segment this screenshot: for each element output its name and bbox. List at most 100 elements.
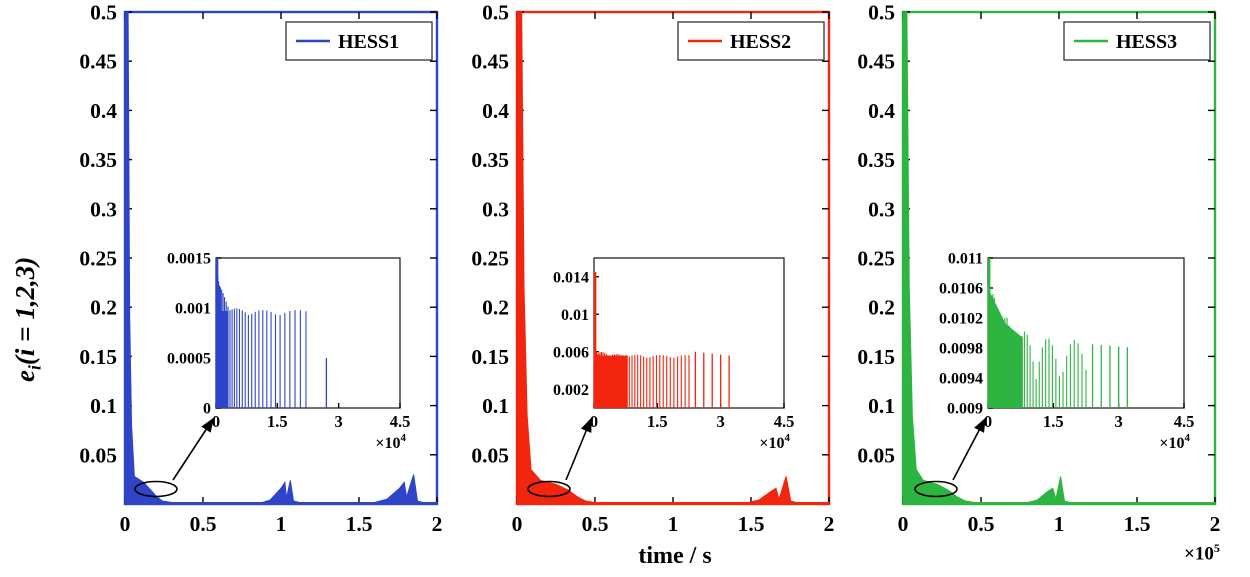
y-tick-label: 0.5: [482, 1, 509, 25]
inset-x-tick-label: 4.5: [774, 412, 795, 431]
y-tick-label: 0.05: [857, 443, 895, 467]
inset-x-tick-label: 3: [717, 412, 725, 431]
y-label-expression: (i = 1,2,3): [10, 256, 40, 366]
x-axis-label: time / s: [638, 543, 712, 569]
inset-y-tick-label: 0.0102: [939, 311, 983, 328]
inset-y-tick-label: 0.006: [553, 344, 589, 361]
zoom-ellipse: [527, 480, 571, 498]
inset-frame: [215, 257, 401, 409]
y-tick-label: 0.2: [868, 296, 895, 320]
x-tick-label: 0.5: [968, 512, 995, 536]
x-tick-label: 1.5: [346, 512, 373, 536]
x-tick-label: 0: [512, 512, 523, 536]
x-tick-label: 1.5: [1124, 512, 1151, 536]
inset-y-tick-label: 0.0106: [939, 281, 983, 298]
inset-y-tick-label: 0.0098: [939, 341, 983, 358]
legend-label: HESS3: [1116, 31, 1177, 53]
inset-y-tick-label: 0.0005: [167, 351, 211, 368]
y-tick-label: 0.45: [857, 50, 895, 74]
inset-y-tick-label: 0: [203, 401, 211, 418]
x-tick-label: 2: [432, 512, 443, 536]
y-tick-label: 0.35: [471, 148, 509, 172]
x-tick-label: 0: [898, 512, 909, 536]
inset-y-tick-label: 0.01: [561, 307, 589, 324]
zoom-arrow: [952, 417, 986, 481]
y-tick-label: 0.1: [482, 394, 509, 418]
x-tick-label: 2: [824, 512, 835, 536]
inset-series: [593, 272, 730, 408]
y-tick-label: 0.15: [857, 345, 895, 369]
inset-x-exponent: ×104: [1159, 432, 1190, 452]
x-tick-label: 1.5: [738, 512, 765, 536]
y-tick-label: 0.05: [79, 443, 117, 467]
zoom-ellipse: [914, 480, 958, 498]
y-tick-label: 0.15: [471, 345, 509, 369]
y-tick-label: 0.25: [79, 247, 117, 271]
y-tick-label: 0.3: [868, 197, 895, 221]
y-tick-label: 0.3: [90, 197, 117, 221]
y-axis-label: ei(i = 1,2,3): [10, 257, 45, 382]
x-exponent-base: ×10: [1184, 543, 1214, 565]
inset-y-tick-label: 0.014: [553, 269, 589, 286]
inset-y-tick-label: 0.001: [175, 301, 211, 318]
y-tick-label: 0.35: [79, 148, 117, 172]
subplot-hess1: 0.05 0.1 0.15 0.2 0.25 0.3 0.35 0.4 0.45 0.5 0 0.5 1…: [79, 1, 442, 536]
y-tick-label: 0.4: [90, 99, 117, 123]
y-tick-label: 0.2: [90, 296, 117, 320]
inset-series: [987, 258, 1129, 408]
inset-series: [215, 258, 328, 408]
zoom-ellipse: [134, 480, 178, 498]
y-label-subscript: i: [24, 365, 45, 371]
inset-x-exponent: ×104: [759, 432, 790, 452]
inset-x-tick-label: 1.5: [1043, 412, 1064, 431]
y-tick-label: 0.05: [471, 443, 509, 467]
y-tick-label: 0.1: [868, 394, 895, 418]
y-tick-label: 0.5: [90, 1, 117, 25]
inset-y-tick-label: 0.009: [947, 401, 983, 418]
y-tick-label: 0.4: [868, 99, 895, 123]
y-tick-label: 0.5: [868, 1, 895, 25]
subplot-hess2: 0.05 0.1 0.15 0.2 0.25 0.3 0.35 0.4 0.45 0.5 0 0.5 1…: [471, 1, 834, 536]
series-hess1: [124, 11, 438, 505]
inset-y-tick-label: 0.0015: [167, 251, 211, 268]
x-tick-label: 1: [668, 512, 679, 536]
zoom-arrow: [565, 417, 592, 481]
y-tick-label: 0.15: [79, 345, 117, 369]
inset-y-tick-label: 0.0094: [939, 371, 983, 388]
inset-x-tick-label: 4.5: [390, 412, 411, 431]
legend-box: [285, 21, 433, 61]
inset-x-tick-label: 3: [335, 412, 343, 431]
inset-y-tick-label: 0.002: [553, 382, 589, 399]
y-tick-label: 0.3: [482, 197, 509, 221]
x-exponent-power: 5: [1213, 541, 1220, 555]
inset-y-tick-label: 0.011: [948, 251, 983, 268]
inset-x-tick-label: 0: [984, 412, 992, 431]
x-tick-label: 1: [276, 512, 287, 536]
inset-x-tick-label: 1.5: [267, 412, 288, 431]
zoom-arrow: [172, 417, 214, 481]
y-tick-label: 0.25: [857, 247, 895, 271]
y-tick-label: 0.35: [857, 148, 895, 172]
inset-x-tick-label: 1.5: [647, 412, 668, 431]
y-tick-label: 0.25: [471, 247, 509, 271]
y-tick-label: 0.4: [482, 99, 509, 123]
x-tick-label: 0: [120, 512, 131, 536]
x-tick-label: 0.5: [582, 512, 609, 536]
inset-x-tick-label: 0: [590, 412, 598, 431]
series-hess2: [516, 11, 830, 505]
series-hess3: [902, 11, 1216, 505]
y-tick-label: 0.45: [471, 50, 509, 74]
subplot-hess3: 0.05 0.1 0.15 0.2 0.25 0.3 0.35 0.4 0.45 0.5 0 0.5 1…: [857, 1, 1220, 536]
y-tick-label: 0.2: [482, 296, 509, 320]
y-tick-label: 0.1: [90, 394, 117, 418]
inset-x-exponent: ×104: [375, 432, 406, 452]
legend-label: HESS1: [338, 31, 399, 53]
inset-x-tick-label: 0: [212, 412, 220, 431]
inset-x-tick-label: 4.5: [1174, 412, 1195, 431]
x-tick-label: 1: [1054, 512, 1065, 536]
x-axis-exponent: ×105: [1184, 541, 1220, 565]
y-label-variable: e: [10, 370, 40, 382]
x-tick-label: 2: [1210, 512, 1221, 536]
